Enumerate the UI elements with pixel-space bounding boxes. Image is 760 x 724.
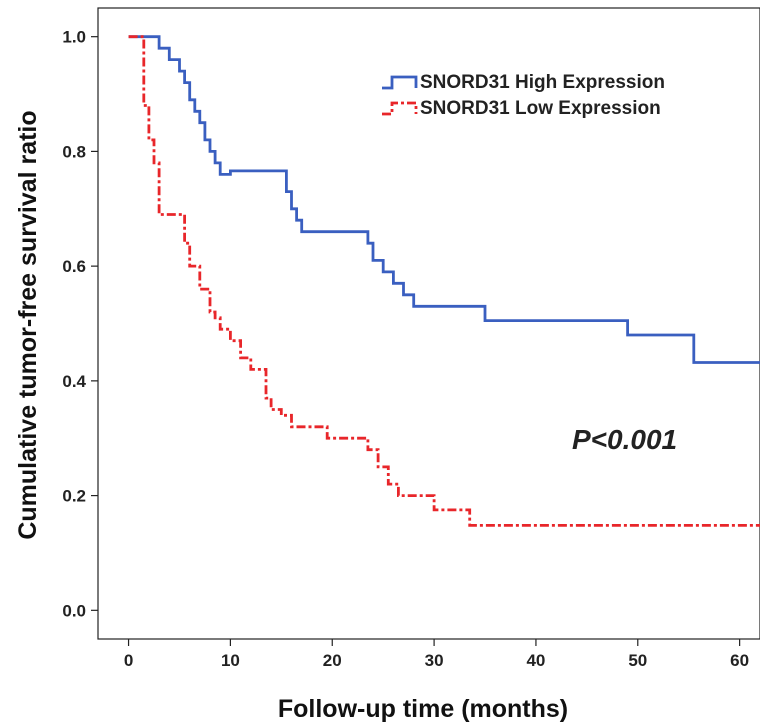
x-tick-label: 20: [323, 651, 342, 670]
series-line-high-expression: [128, 35, 760, 364]
x-tick-label: 40: [526, 651, 545, 670]
p-value-annotation: P<0.001: [572, 424, 677, 455]
legend-label-high: SNORD31 High Expression: [420, 72, 665, 93]
y-axis-ticks: 0.0 0.2 0.4 0.6 0.8 1.0: [62, 28, 98, 620]
series-line-low-expression: [128, 35, 760, 527]
plot-frame: [97, 7, 760, 640]
x-tick-label: 30: [425, 651, 444, 670]
y-tick-label: 0.2: [62, 487, 86, 506]
legend-label-low: SNORD31 Low Expression: [420, 98, 661, 119]
x-axis-ticks: 0 10 20 30 40 50 60: [124, 639, 749, 670]
y-tick-label: 0.0: [62, 601, 86, 620]
x-tick-label: 50: [628, 651, 647, 670]
y-tick-label: 0.8: [62, 142, 86, 161]
x-tick-label: 10: [221, 651, 240, 670]
y-tick-label: 0.4: [62, 372, 86, 391]
series-layer: [128, 35, 760, 527]
legend-swatch-high: [382, 75, 418, 90]
y-tick-label: 1.0: [62, 28, 86, 47]
y-tick-label: 0.6: [62, 257, 86, 276]
x-axis-title: Follow-up time (months): [278, 695, 568, 723]
y-axis-title: Cumulative tumor-free survival ratio: [14, 110, 42, 539]
legend: SNORD31 High Expression SNORD31 Low Expr…: [382, 72, 665, 119]
x-tick-label: 0: [124, 651, 133, 670]
legend-swatch-low: [382, 101, 418, 116]
x-tick-label: 60: [730, 651, 749, 670]
